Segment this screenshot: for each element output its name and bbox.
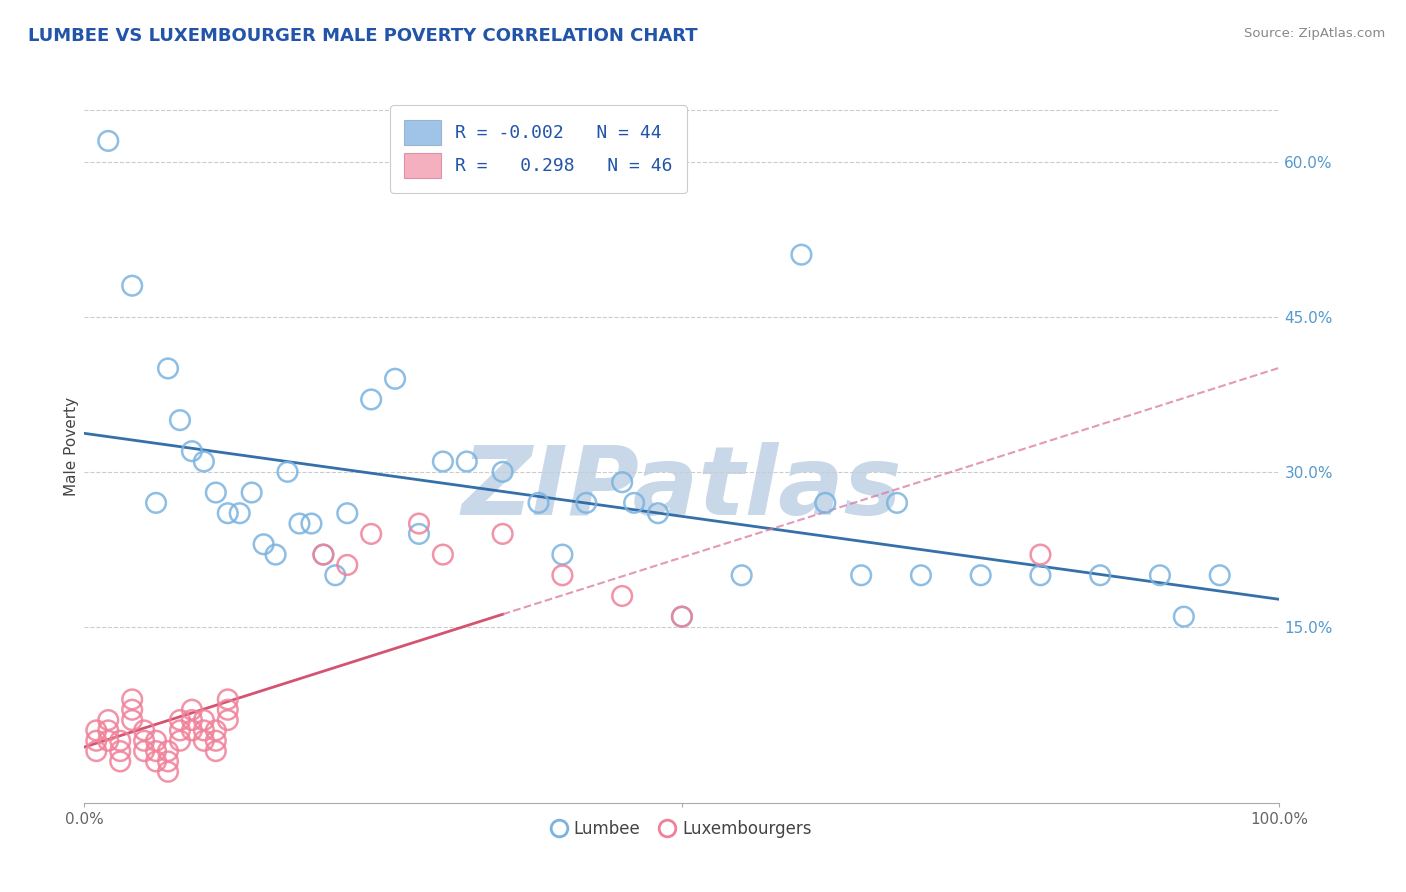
Point — [157, 764, 180, 779]
Point — [360, 527, 382, 541]
Point — [492, 527, 515, 541]
Point — [145, 755, 167, 769]
Text: ZIPatlas: ZIPatlas — [461, 442, 903, 535]
Point — [181, 713, 204, 727]
Point — [671, 609, 693, 624]
Point — [193, 733, 215, 747]
Point — [97, 713, 120, 727]
Point — [86, 723, 108, 738]
Point — [169, 713, 191, 727]
Point — [240, 485, 263, 500]
Point — [110, 755, 132, 769]
Point — [157, 744, 180, 758]
Point — [288, 516, 311, 531]
Point — [217, 506, 239, 520]
Point — [121, 703, 143, 717]
Point — [623, 496, 645, 510]
Point — [671, 609, 693, 624]
Point — [121, 692, 143, 706]
Point — [97, 134, 120, 148]
Point — [157, 755, 180, 769]
Point — [181, 703, 204, 717]
Point — [86, 733, 108, 747]
Point — [527, 496, 550, 510]
Point — [86, 744, 108, 758]
Point — [301, 516, 323, 531]
Point — [360, 392, 382, 407]
Point — [145, 496, 167, 510]
Point — [121, 713, 143, 727]
Point — [1029, 548, 1052, 562]
Point — [551, 548, 574, 562]
Point — [217, 713, 239, 727]
Point — [132, 733, 156, 747]
Point — [492, 465, 515, 479]
Point — [97, 733, 120, 747]
Point — [456, 454, 478, 468]
Point — [312, 548, 335, 562]
Point — [647, 506, 669, 520]
Point — [264, 548, 287, 562]
Point — [193, 723, 215, 738]
Point — [1090, 568, 1112, 582]
Point — [253, 537, 276, 551]
Point — [325, 568, 347, 582]
Point — [408, 516, 430, 531]
Point — [790, 248, 813, 262]
Point — [217, 692, 239, 706]
Point — [169, 723, 191, 738]
Point — [229, 506, 252, 520]
Point — [731, 568, 754, 582]
Point — [205, 744, 228, 758]
Point — [408, 527, 430, 541]
Point — [851, 568, 873, 582]
Point — [97, 723, 120, 738]
Point — [110, 744, 132, 758]
Point — [814, 496, 837, 510]
Point — [217, 703, 239, 717]
Point — [312, 548, 335, 562]
Point — [432, 454, 454, 468]
Point — [336, 558, 359, 572]
Point — [157, 361, 180, 376]
Point — [121, 278, 143, 293]
Point — [132, 723, 156, 738]
Text: LUMBEE VS LUXEMBOURGER MALE POVERTY CORRELATION CHART: LUMBEE VS LUXEMBOURGER MALE POVERTY CORR… — [28, 27, 697, 45]
Point — [886, 496, 908, 510]
Point — [277, 465, 299, 479]
Point — [205, 723, 228, 738]
Point — [575, 496, 598, 510]
Point — [169, 413, 191, 427]
Point — [193, 454, 215, 468]
Point — [1209, 568, 1232, 582]
Point — [1149, 568, 1171, 582]
Point — [132, 744, 156, 758]
Point — [384, 372, 406, 386]
Point — [1029, 568, 1052, 582]
Point — [910, 568, 932, 582]
Point — [145, 744, 167, 758]
Point — [193, 713, 215, 727]
Point — [336, 506, 359, 520]
Point — [169, 733, 191, 747]
Point — [110, 733, 132, 747]
Point — [551, 568, 574, 582]
Point — [181, 444, 204, 458]
Point — [612, 475, 634, 490]
Point — [612, 589, 634, 603]
Text: Source: ZipAtlas.com: Source: ZipAtlas.com — [1244, 27, 1385, 40]
Point — [181, 723, 204, 738]
Y-axis label: Male Poverty: Male Poverty — [63, 396, 79, 496]
Point — [205, 485, 228, 500]
Point — [145, 733, 167, 747]
Point — [432, 548, 454, 562]
Point — [205, 733, 228, 747]
Point — [1173, 609, 1195, 624]
Legend: Lumbee, Luxembourgers: Lumbee, Luxembourgers — [546, 814, 818, 845]
Point — [970, 568, 993, 582]
